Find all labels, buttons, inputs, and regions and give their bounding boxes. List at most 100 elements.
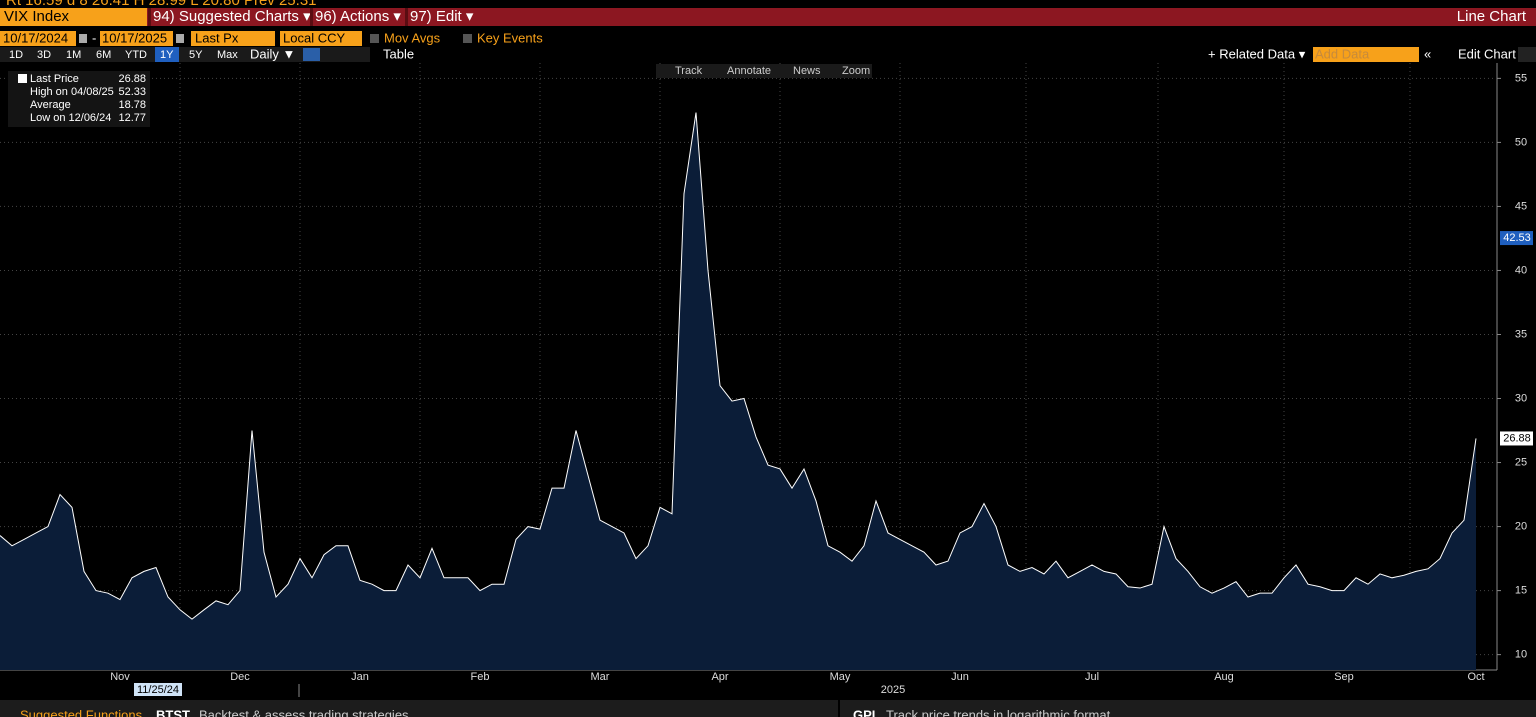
menu-item[interactable]: 94) Suggested Charts ▾	[153, 8, 311, 25]
menu-sep	[405, 8, 408, 26]
legend	[8, 71, 150, 127]
period[interactable]: 5Y	[189, 49, 203, 61]
legend-label: High on 04/08/25	[30, 86, 114, 98]
date-box[interactable]	[100, 31, 173, 46]
x-tick-label: Dec	[230, 671, 250, 683]
y-tick-label: 30	[1515, 392, 1527, 404]
chart-tools	[656, 64, 872, 78]
legend-label: Last Price	[30, 73, 79, 85]
period-bar	[0, 47, 370, 62]
cursor-date-box	[134, 683, 182, 696]
y-tick-label: 20	[1515, 520, 1527, 532]
security-box[interactable]	[0, 8, 147, 26]
collapse[interactable]: «	[1424, 46, 1431, 61]
related-data[interactable]: + Related Data ▾	[1208, 46, 1306, 61]
currency-box[interactable]	[280, 31, 362, 46]
checkbox[interactable]	[463, 34, 472, 43]
add-data-box[interactable]	[1313, 47, 1419, 62]
checkbox[interactable]	[370, 34, 379, 43]
x-tick-label: Mar	[591, 671, 610, 683]
y-tick-label: 50	[1515, 136, 1527, 148]
x-tick-label: Sep	[1334, 671, 1354, 683]
price-tag: 26.88	[1503, 432, 1531, 444]
y-tick-label: 15	[1515, 585, 1527, 597]
add-data[interactable]: Add Data	[1315, 46, 1370, 61]
date-dash: -	[92, 30, 96, 45]
chart-tool[interactable]: Track	[675, 65, 703, 77]
chart-tool[interactable]: Zoom	[842, 65, 870, 77]
field-box[interactable]	[191, 31, 275, 46]
legend-value: 18.78	[118, 99, 146, 111]
ticker-bar: Rt 16.59 d 8 26.41 H 28.99 L 20.80 Prev …	[6, 0, 317, 9]
x-tick-label: Feb	[471, 671, 490, 683]
frequency[interactable]: Daily ▼	[250, 46, 295, 61]
period[interactable]: 6M	[96, 49, 111, 61]
security[interactable]: VIX Index	[4, 8, 70, 25]
x-tick-label: Nov	[110, 671, 130, 683]
x-tick-label: Aug	[1214, 671, 1234, 683]
field[interactable]: Last Px	[195, 30, 239, 45]
function-code[interactable]: GPL	[853, 707, 880, 717]
plot-area: 10 15 20 25 30 35 40 45 50 55 Nov Dec Jan Feb Mar Apr Ma…	[0, 63, 1533, 683]
x-tick-label: Jul	[1085, 671, 1099, 683]
menu-item[interactable]: 97) Edit ▾	[410, 8, 474, 25]
menu-item[interactable]: 96) Actions ▾	[315, 8, 401, 25]
table-button[interactable]: Table	[383, 46, 414, 61]
x-tick-label: Jun	[951, 671, 969, 683]
legend-value: 12.77	[118, 112, 146, 124]
toolbar	[0, 8, 1536, 26]
y-tick-label: 45	[1515, 200, 1527, 212]
area	[0, 112, 1476, 671]
currency[interactable]: Local CCY	[283, 30, 345, 45]
calendar-icon[interactable]	[79, 34, 87, 43]
settings-icon[interactable]	[1518, 47, 1536, 62]
price-tag: 42.53	[1503, 232, 1531, 244]
start-date[interactable]: 10/17/2024	[3, 30, 68, 45]
cursor-date: 11/25/24	[137, 684, 179, 696]
chart-tool[interactable]: Annotate	[727, 65, 771, 77]
legend-swatch	[18, 74, 27, 83]
period[interactable]: Max	[217, 49, 238, 61]
legend-value: 52.33	[118, 86, 146, 98]
legend-value: 26.88	[118, 73, 146, 85]
period[interactable]: 1M	[66, 49, 81, 61]
year-label: 2025	[881, 684, 905, 696]
line-icon[interactable]	[303, 48, 320, 61]
end-date[interactable]: 10/17/2025	[102, 30, 167, 45]
x-tick-label: Oct	[1467, 671, 1484, 683]
y-tick-label: 55	[1515, 72, 1527, 84]
price-tag-box	[1500, 231, 1533, 246]
x-tick-label: Apr	[711, 671, 728, 683]
date-box[interactable]	[0, 31, 76, 46]
y-tick-label: 35	[1515, 328, 1527, 340]
y-tick-label: 25	[1515, 456, 1527, 468]
y-tick-label: 10	[1515, 649, 1527, 661]
x-tick-label: May	[830, 671, 851, 683]
x-tick-label: Jan	[351, 671, 369, 683]
function-desc[interactable]: Track price trends in logarithmic format	[886, 707, 1111, 717]
footer-divider	[838, 700, 840, 717]
option[interactable]: Mov Avgs	[384, 30, 441, 45]
option[interactable]: Key Events	[477, 30, 543, 45]
footer	[0, 700, 1536, 717]
legend-label: Average	[30, 99, 71, 111]
y-tick-label: 40	[1515, 264, 1527, 276]
chart-type[interactable]: Line Chart	[1457, 8, 1527, 25]
period[interactable]: YTD	[125, 49, 147, 61]
footer-title: Suggested Functions	[20, 707, 143, 717]
period[interactable]: 1D	[9, 49, 23, 61]
period[interactable]: 1Y	[160, 49, 174, 61]
active-period	[155, 47, 179, 62]
menu-sep	[148, 8, 151, 26]
chart-tool[interactable]: News	[793, 65, 821, 77]
period[interactable]: 3D	[37, 49, 51, 61]
price-tag-box	[1500, 431, 1533, 446]
calendar-icon[interactable]	[176, 34, 184, 43]
function-code[interactable]: BTST	[156, 707, 190, 717]
legend-label: Low on 12/06/24	[30, 112, 111, 124]
menu-sep	[310, 8, 313, 26]
function-desc[interactable]: Backtest & assess trading strategies	[199, 707, 409, 717]
price-line	[0, 112, 1477, 620]
edit-chart[interactable]: Edit Chart	[1458, 46, 1516, 61]
